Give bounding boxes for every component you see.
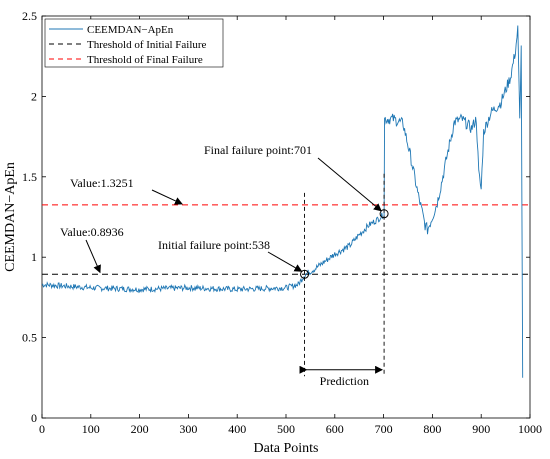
y-axis-label: CEEMDAN−ApEn xyxy=(3,162,18,272)
x-tick-label: 300 xyxy=(179,422,197,436)
series-group xyxy=(42,25,524,378)
y-tick-label: 2.5 xyxy=(22,9,37,23)
legend-entry-final-threshold: Threshold of Final Failure xyxy=(87,54,203,66)
final-failure-point-label: Final failure point:701 xyxy=(204,143,312,157)
y-tick-label: 0 xyxy=(31,411,37,425)
x-tick-label: 0 xyxy=(39,422,45,436)
x-tick-label: 900 xyxy=(472,422,490,436)
x-tick-label: 200 xyxy=(131,422,149,436)
x-tick-label: 400 xyxy=(228,422,246,436)
y-tick-label: 1 xyxy=(31,250,37,264)
y-tick-label: 1.5 xyxy=(22,170,37,184)
initial-failure-point-label: Initial failure point:538 xyxy=(158,238,270,252)
x-axis-label: Data Points xyxy=(254,441,319,456)
initial-failure-point-arrow xyxy=(267,251,303,272)
legend: CEEMDAN−ApEn Threshold of Initial Failur… xyxy=(44,18,224,68)
legend-box xyxy=(44,18,224,68)
y-tick-label: 2 xyxy=(31,89,37,103)
final-failure-point-marker xyxy=(379,209,389,219)
final-value-label: Value:1.3251 xyxy=(70,176,134,190)
y-axis-ticks: 0 0.5 1 1.5 2 2.5 xyxy=(22,9,530,425)
x-tick-label: 500 xyxy=(277,422,295,436)
threshold-lines xyxy=(42,204,530,275)
series-line xyxy=(42,25,524,378)
x-tick-label: 1000 xyxy=(518,422,542,436)
prediction-label: Prediction xyxy=(320,374,369,388)
y-tick-label: 0.5 xyxy=(22,331,37,345)
legend-entry-series: CEEMDAN−ApEn xyxy=(87,24,174,36)
x-tick-label: 600 xyxy=(326,422,344,436)
final-value-arrow xyxy=(151,189,183,205)
initial-failure-point-marker xyxy=(300,269,310,279)
initial-value-label: Value:0.8936 xyxy=(60,225,124,239)
initial-value-arrow xyxy=(85,239,101,274)
x-tick-label: 100 xyxy=(82,422,100,436)
legend-entry-initial-threshold: Threshold of Initial Failure xyxy=(87,39,207,51)
x-tick-label: 800 xyxy=(423,422,441,436)
x-axis-ticks: 0 100 200 300 400 500 600 700 800 900 1000 xyxy=(39,16,542,436)
final-failure-point-arrow xyxy=(317,157,382,212)
x-tick-label: 700 xyxy=(375,422,393,436)
plot-area xyxy=(41,15,531,419)
